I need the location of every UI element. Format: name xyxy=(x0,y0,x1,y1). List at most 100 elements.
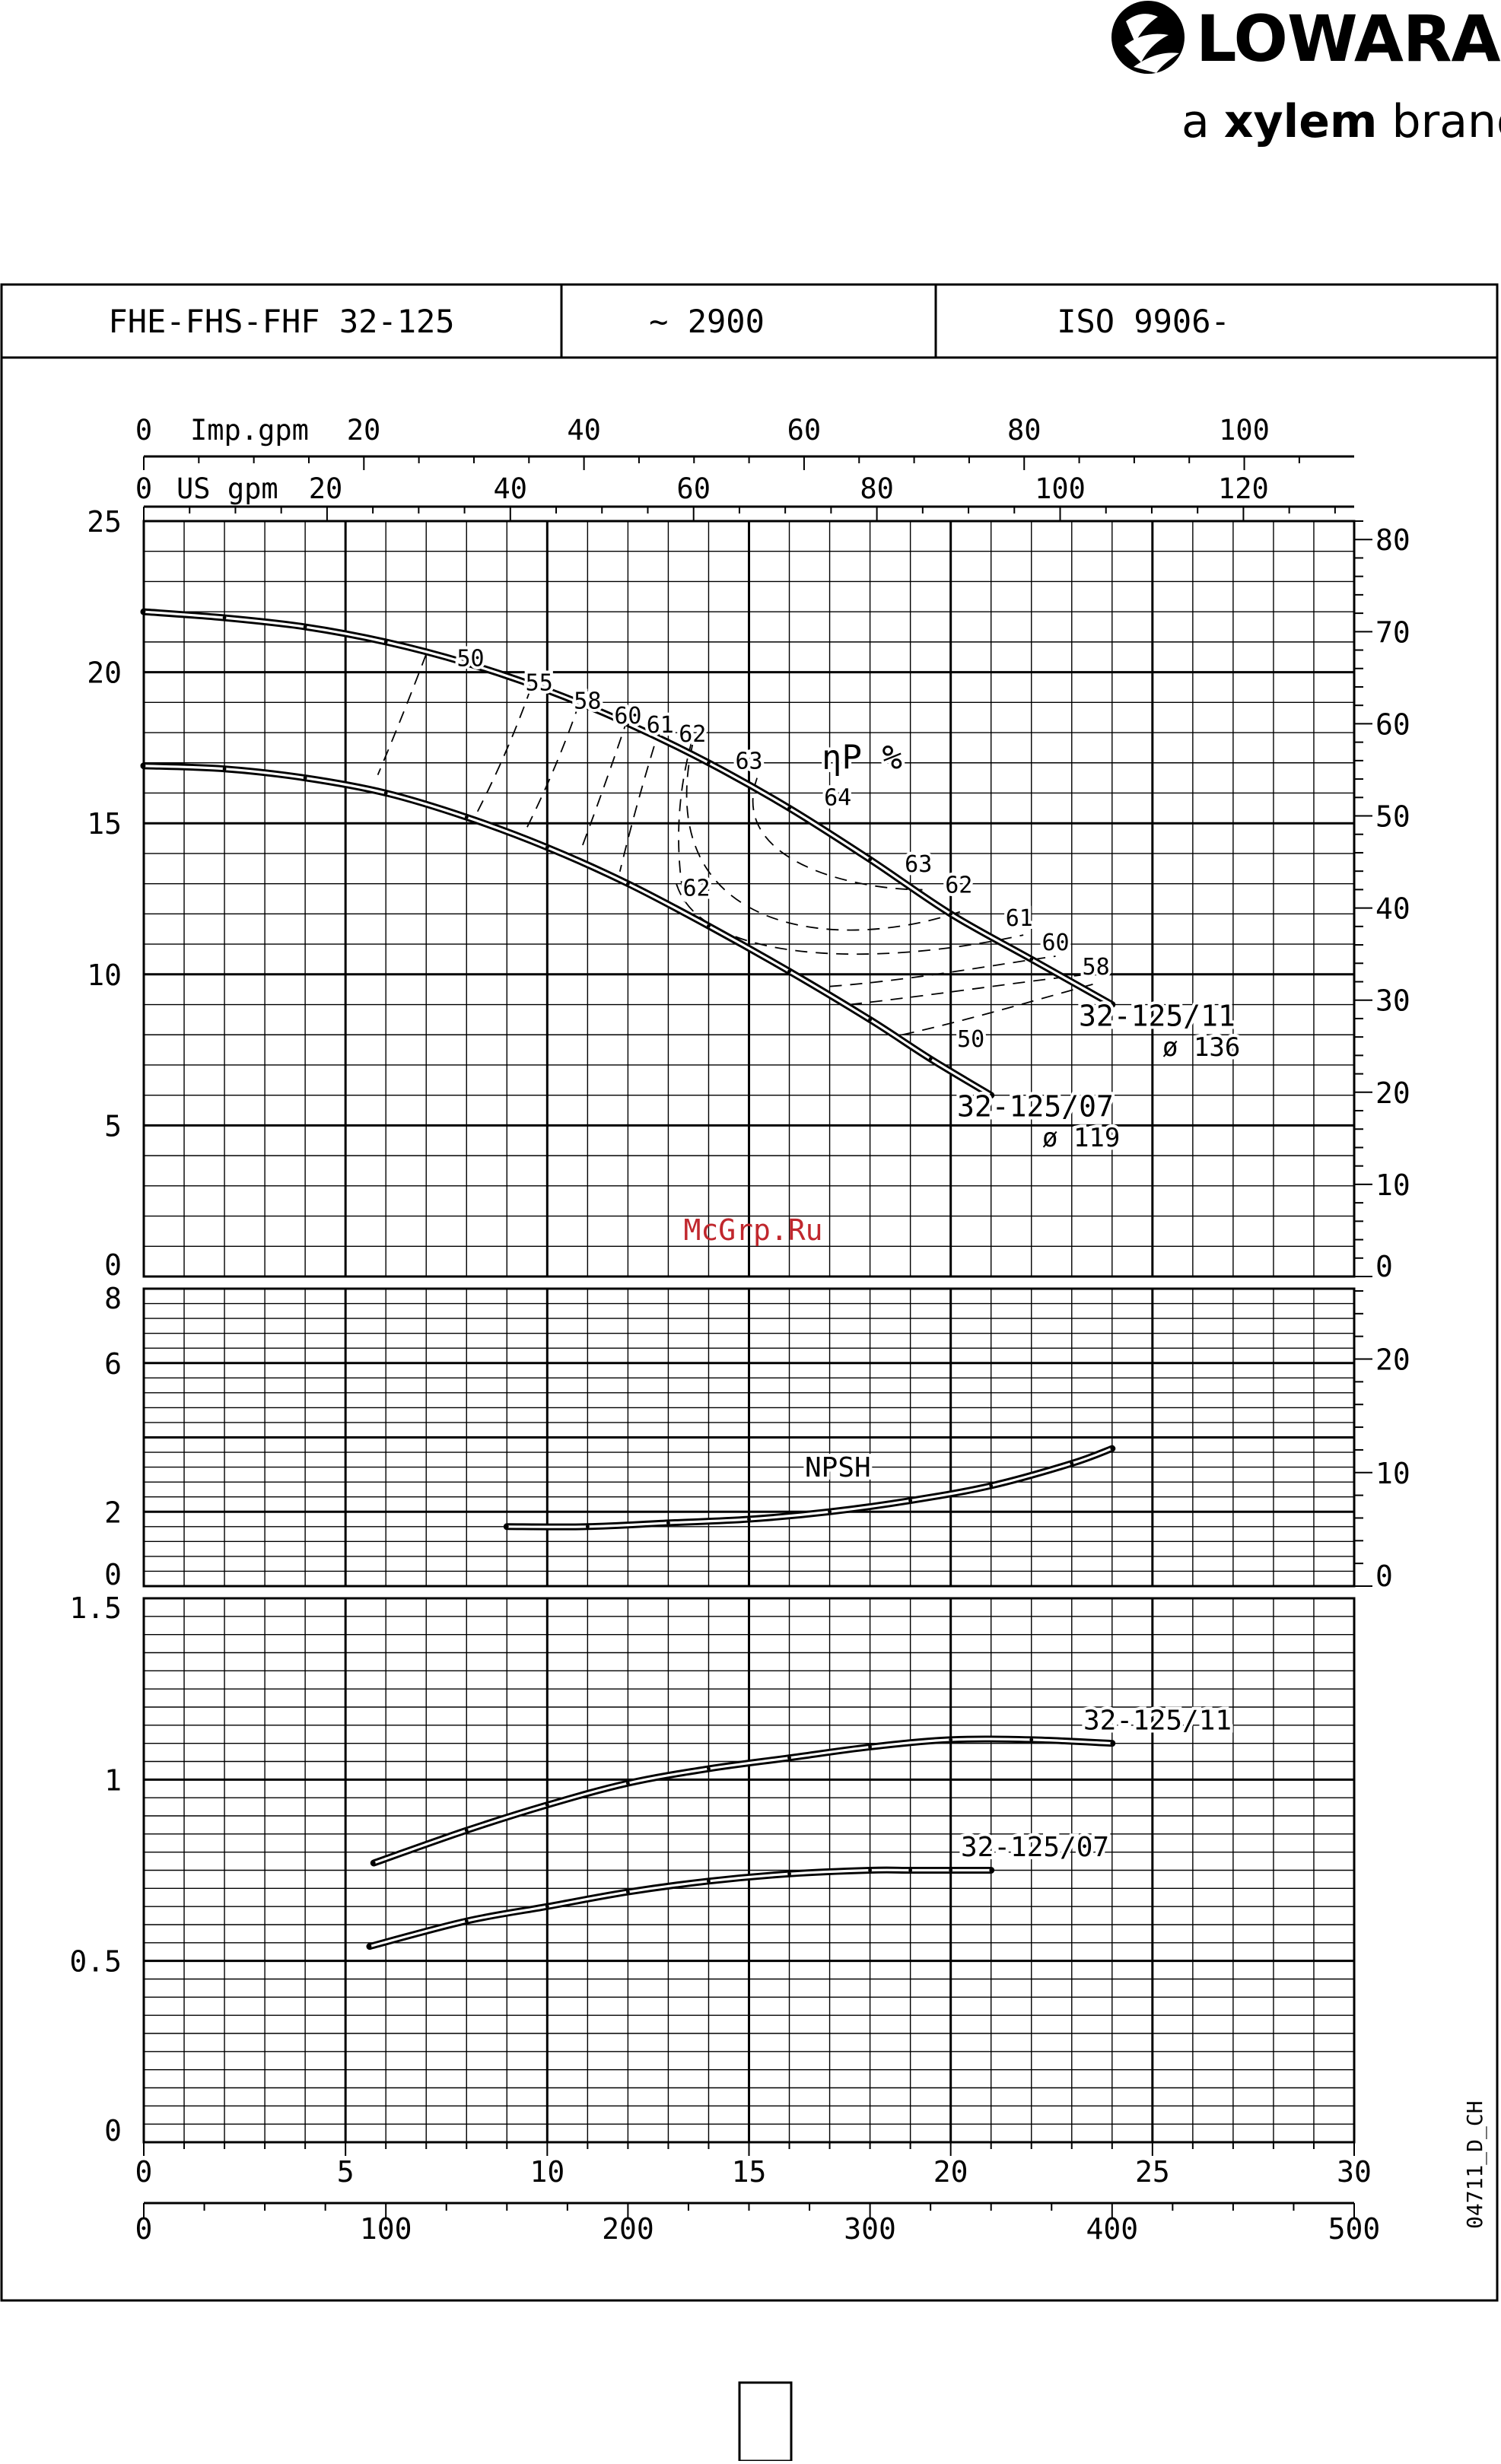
header-standard: ISO 9906- xyxy=(1057,303,1230,340)
head-right-tick-label: 20 xyxy=(1375,1076,1410,1110)
power-series-label-07: 32-125/07 xyxy=(961,1832,1109,1863)
us-gpm-tick-label: 80 xyxy=(860,472,894,505)
efficiency-symbol-label: ηP % xyxy=(822,739,902,777)
flow-axis-m3h: 0 5 10 15 20 25 30 xyxy=(135,2142,1372,2189)
data-point xyxy=(464,1919,469,1923)
data-point xyxy=(949,1868,953,1872)
header-speed: ~ 2900 xyxy=(649,303,765,340)
efficiency-iso-line xyxy=(829,955,1056,987)
data-point xyxy=(545,1803,549,1807)
data-point xyxy=(707,924,711,928)
efficiency-iso-line xyxy=(678,738,694,902)
head-right-tick-label: 60 xyxy=(1375,707,1410,741)
efficiency-value-label: 62 xyxy=(679,721,706,748)
npsh-right-tick-label: 0 xyxy=(1375,1559,1393,1593)
power-panel-frame xyxy=(142,1597,1356,2144)
data-point xyxy=(585,1525,590,1529)
efficiency-value-label: 62 xyxy=(945,873,972,899)
data-point xyxy=(504,1525,509,1529)
data-point xyxy=(787,969,791,974)
head-curve-32-125-07 xyxy=(140,762,995,1099)
efficiency-value-label: 64 xyxy=(824,784,851,811)
data-point xyxy=(222,767,227,771)
us-gpm-tick-label: 0 xyxy=(135,472,152,505)
npsh-y-tick-label: 6 xyxy=(104,1347,122,1381)
sheet-frame xyxy=(0,283,1499,2302)
data-point xyxy=(787,1756,791,1760)
data-point xyxy=(545,1904,549,1909)
efficiency-iso-line xyxy=(685,744,963,931)
data-point xyxy=(707,1879,711,1884)
efficiency-value-label: 55 xyxy=(526,669,553,696)
data-point xyxy=(545,845,549,850)
brand-tagline: a xylem brand xyxy=(1181,95,1501,148)
npsh-right-tick-label: 20 xyxy=(1375,1343,1410,1377)
data-point xyxy=(1110,1741,1115,1746)
imp-gpm-tick-label: 0 xyxy=(135,414,152,447)
head-grid xyxy=(144,521,1354,1277)
watermark: McGrp.Ru xyxy=(683,1213,822,1247)
power-curve-32-125-07 xyxy=(366,1866,995,1951)
us-gpm-axis: US gpm xyxy=(144,472,1354,508)
data-point xyxy=(626,721,630,726)
data-point xyxy=(626,882,630,886)
efficiency-iso-line xyxy=(902,982,1096,1036)
data-point xyxy=(626,1781,630,1785)
brand-tagline-bold: xylem xyxy=(1224,95,1378,148)
x-tick-label-m3h: 5 xyxy=(337,2155,355,2189)
head-y-tick-label: 15 xyxy=(87,807,122,841)
npsh-y-tick-label: 8 xyxy=(104,1282,122,1315)
head-curve-32-125-07-outline xyxy=(140,762,995,1099)
x-tick-label-m3h: 15 xyxy=(732,2155,767,2189)
npsh-grid xyxy=(144,1289,1354,1586)
data-point xyxy=(464,661,469,666)
x-tick-label-lmin: 400 xyxy=(1086,2212,1138,2246)
data-point xyxy=(949,1738,953,1742)
power-curve-32-125-11-core xyxy=(372,1738,1114,1865)
power-curve-32-125-11 xyxy=(370,1735,1116,1867)
efficiency-value-label: 58 xyxy=(1083,954,1110,981)
head-series-label-11: 32-125/11 xyxy=(1079,999,1235,1032)
data-point xyxy=(666,1521,670,1525)
power-y-tick-label: 1.5 xyxy=(69,1591,122,1625)
data-point xyxy=(989,1868,994,1872)
x-tick-label-lmin: 200 xyxy=(602,2212,654,2246)
us-gpm-tick-label: 120 xyxy=(1218,472,1269,505)
power-y-tick-label: 1 xyxy=(104,1763,122,1797)
head-series-sub-label-07: ø 119 xyxy=(1042,1123,1120,1153)
brand-tagline-suffix: brand xyxy=(1377,95,1501,148)
data-point xyxy=(383,640,388,644)
imp-gpm-tick-label: 80 xyxy=(1007,414,1041,447)
x-tick-label-m3h: 20 xyxy=(933,2155,968,2189)
imp-gpm-tick-label: 40 xyxy=(567,414,601,447)
x-tick-label-lmin: 0 xyxy=(135,2212,153,2246)
power-curve-32-125-07-core xyxy=(368,1868,993,1948)
power-series-label-11: 32-125/11 xyxy=(1083,1705,1232,1736)
x-tick-label-m3h: 0 xyxy=(135,2155,153,2189)
data-point xyxy=(787,1871,791,1876)
efficiency-value-label: 61 xyxy=(1006,905,1033,932)
performance-curves xyxy=(140,608,1116,1951)
npsh-panel-frame xyxy=(142,1287,1356,1588)
npsh-y-tick-label: 2 xyxy=(104,1496,122,1529)
efficiency-value-label: 63 xyxy=(735,749,762,775)
data-point xyxy=(707,761,711,765)
data-point xyxy=(868,1017,872,1022)
efficiency-value-label: 50 xyxy=(957,1026,984,1053)
efficiency-iso-line xyxy=(522,702,580,836)
data-point xyxy=(1110,1446,1115,1451)
efficiency-iso-line xyxy=(578,717,629,854)
data-point xyxy=(787,806,791,810)
power-y-tick-label: 0 xyxy=(104,2114,122,2148)
head-right-tick-label: 50 xyxy=(1375,800,1410,834)
head-y-tick-label: 0 xyxy=(104,1248,122,1282)
data-point xyxy=(371,1861,376,1865)
imp-gpm-tick-label: 20 xyxy=(347,414,381,447)
data-point xyxy=(928,1057,933,1061)
npsh-curve xyxy=(503,1445,1116,1531)
head-series-label-07: 32-125/07 xyxy=(957,1089,1114,1123)
us-gpm-tick-label: 60 xyxy=(676,472,711,505)
power-grid xyxy=(144,1598,1354,2142)
